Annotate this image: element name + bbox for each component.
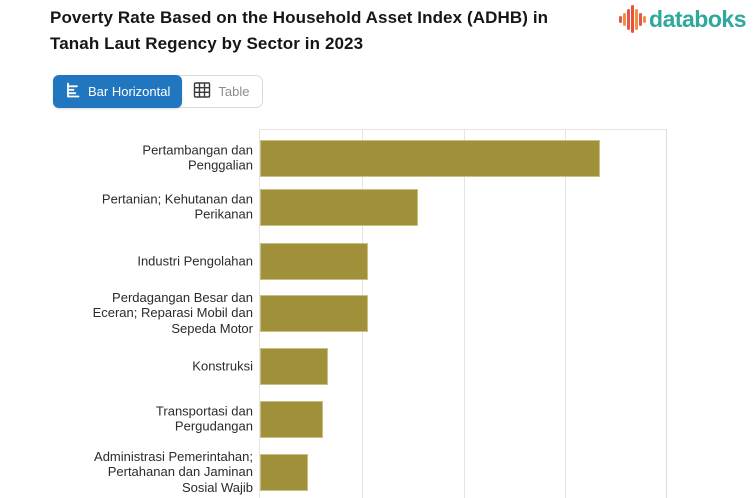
category-label: Pertambangan dan Penggalian (142, 142, 253, 173)
databoks-logo[interactable]: databoks (619, 5, 746, 33)
page-title: Poverty Rate Based on the Household Asse… (50, 5, 625, 57)
bar[interactable] (260, 140, 600, 177)
category-label: Perdagangan Besar dan Eceran; Reparasi Mo… (92, 289, 253, 336)
category-label: Konstruksi (192, 357, 253, 373)
x-gridline (666, 130, 667, 498)
bar-horizontal-label: Bar Horizontal (88, 84, 171, 99)
x-gridline (565, 130, 567, 498)
view-toggle-group: Bar Horizontal Table (53, 75, 264, 108)
bar[interactable] (260, 348, 328, 385)
databoks-equalizer-bars-icon (619, 5, 647, 33)
category-label: Pertanian; Kehutanan dan Perikanan (101, 191, 253, 222)
category-label: Transportasi dan Pergudangan (155, 403, 253, 434)
page-title-line2: Tanah Laut Regency by Sector in 2023 (50, 34, 364, 53)
bar[interactable] (260, 189, 418, 226)
bar[interactable] (260, 454, 308, 491)
bar[interactable] (260, 295, 368, 332)
category-label: Administrasi Pemerintahan; Pertahanan dan… (94, 448, 253, 495)
bar-horizontal-button[interactable]: Bar Horizontal (53, 75, 183, 108)
page-title-line1: Poverty Rate Based on the Household Asse… (50, 8, 549, 27)
table-label: Table (218, 84, 250, 99)
category-label: Industri Pengolahan (137, 252, 253, 268)
databoks-wordmark: databoks (649, 5, 746, 32)
bar[interactable] (260, 401, 323, 438)
bar-horizontal-icon (65, 82, 81, 101)
table-icon (193, 81, 211, 102)
x-gridline (463, 130, 465, 498)
bar[interactable] (260, 243, 368, 280)
table-button[interactable]: Table (182, 76, 262, 107)
plot-area (259, 129, 667, 498)
